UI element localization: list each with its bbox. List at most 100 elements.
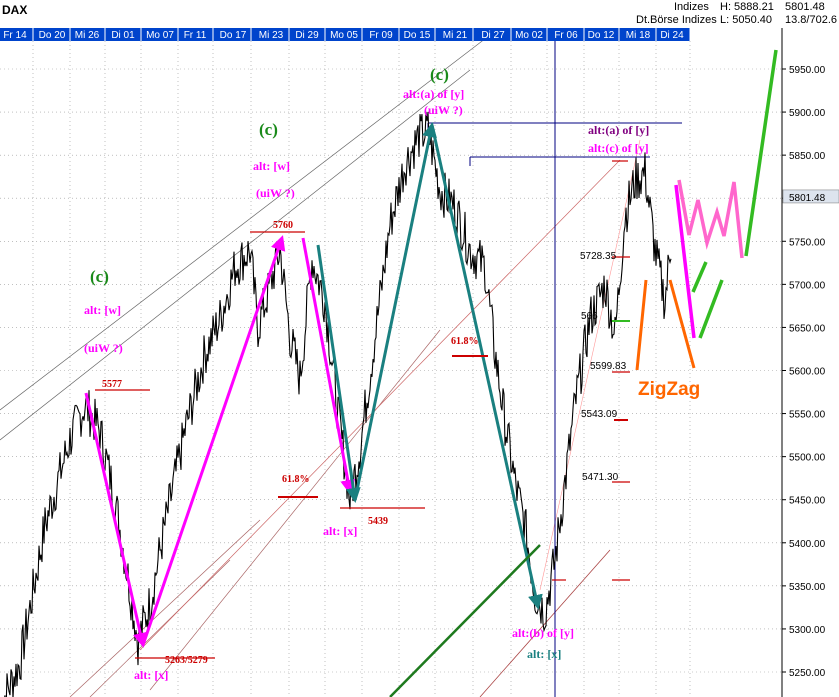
header-time: 13.8/702.6: [785, 14, 837, 26]
y-tick-label: 5250.00: [789, 668, 826, 679]
keypoint-label: 5263/5279: [165, 655, 208, 666]
forecast-orange: [668, 279, 696, 369]
label-alt-x-3: alt: [x]: [527, 647, 561, 661]
price-line: [4, 111, 672, 697]
header-high: H: 5888.21: [720, 1, 774, 13]
label-uiw-3: (uiW ?): [424, 103, 463, 117]
x-axis-bar: [0, 28, 690, 41]
label-uiw-2: (uiW ?): [256, 186, 295, 200]
x-tick-label: Mi 21: [443, 30, 468, 41]
x-tick-label: Di 29: [295, 30, 319, 41]
label-alt-b-y: alt:(b) of [y]: [512, 626, 574, 640]
x-tick-label: Do 17: [220, 30, 247, 41]
wave-arrow-magenta: [84, 392, 148, 648]
trend-line: [0, 69, 471, 441]
y-tick-label: 5950.00: [789, 65, 826, 76]
y-tick-label: 5500.00: [789, 453, 826, 464]
last-price-box: [782, 189, 839, 204]
label-alt-w-2: alt: [w]: [253, 159, 290, 173]
price-series: [4, 111, 672, 697]
forecast-green: [744, 49, 778, 257]
wave-arrow-teal: [316, 244, 361, 503]
header-last: 5801.48: [785, 1, 825, 13]
y-tick-label: 5700.00: [789, 280, 826, 291]
x-tick-label: Fr 14: [3, 30, 27, 41]
trend-line: [139, 159, 621, 651]
y-tick-label: 5450.00: [789, 496, 826, 507]
forecast-green: [691, 261, 708, 293]
trend-channels: [0, 34, 682, 697]
x-tick-label: Fr 06: [554, 30, 578, 41]
keypoint-label: 5471.30: [582, 472, 619, 483]
header-category-2: Dt.Börse Indizes: [636, 14, 717, 26]
x-tick-label: Di 01: [111, 30, 135, 41]
trend-line: [479, 549, 611, 697]
y-tick-label: 5300.00: [789, 625, 826, 636]
keypoint-label: 5599.83: [590, 361, 627, 372]
y-tick-label: 5350.00: [789, 582, 826, 593]
keypoint-label: 61.8%: [282, 474, 310, 485]
label-c-3: (c): [430, 65, 449, 84]
header-low: L: 5050.40: [720, 14, 772, 26]
x-tick-label: Do 12: [588, 30, 615, 41]
wave-arrow-magenta: [141, 235, 286, 646]
x-tick-label: Mo 05: [330, 30, 358, 41]
wave-arrows: [84, 49, 778, 697]
trend-line: [149, 329, 441, 691]
chart-title: DAX: [2, 3, 28, 17]
label-alt-a-y-2: alt:(a) of [y]: [588, 123, 649, 137]
label-zigzag: ZigZag: [638, 379, 700, 400]
y-tick-label: 5750.00: [789, 237, 826, 248]
x-tick-label: Mi 23: [259, 30, 284, 41]
x-tick-label: Do 15: [404, 30, 431, 41]
x-tick-label: Fr 11: [184, 30, 207, 41]
wave-arrow-teal: [353, 122, 437, 501]
label-alt-w-1: alt: [w]: [84, 303, 121, 317]
level-markers: [95, 160, 630, 659]
x-axis: Fr 14 Do 20 Mi 26 Di 01 Mo 07 Fr 11 Do 17 Mi 23…: [0, 28, 691, 41]
label-c-2: (c): [259, 120, 278, 139]
keypoint-label: 5760: [273, 220, 293, 231]
label-alt-x-2: alt: [x]: [323, 524, 357, 538]
header-info: Indizes Dt.Börse Indizes H: 5888.21 L: 5…: [636, 0, 839, 26]
y-tick-label: 5900.00: [789, 108, 826, 119]
trend-line: [0, 34, 491, 411]
annotation-labels: (c) alt: [w] (uiW ?) (c) alt: [w] (uiW ?) (c) a…: [84, 65, 700, 682]
x-tick-label: Fr 09: [369, 30, 393, 41]
last-price-label: 5801.48: [789, 193, 826, 204]
x-tick-label: Mo 07: [146, 30, 174, 41]
x-tick-label: Mi 18: [626, 30, 651, 41]
x-tick-label: Di 27: [481, 30, 505, 41]
forecast-green: [698, 279, 724, 339]
keypoint-label: 566: [581, 311, 598, 322]
label-alt-a-y: alt:(a) of [y]: [403, 87, 464, 101]
y-tick-label: 5850.00: [789, 151, 826, 162]
x-tick-label: Mo 02: [515, 30, 543, 41]
label-c-1: (c): [90, 267, 109, 286]
projection-green-dark: [389, 544, 541, 697]
trend-line: [89, 559, 231, 697]
keypoint-label: 5728.35: [580, 251, 617, 262]
keypoint-label: 5439: [368, 516, 388, 527]
wave-arrow-teal: [430, 124, 543, 610]
label-alt-x-1: alt: [x]: [134, 668, 168, 682]
forecast-magenta: [674, 184, 696, 339]
y-axis: 5250.00 5300.00 5350.00 5400.00 5450.00 5500.…: [781, 28, 839, 697]
y-tick-label: 5600.00: [789, 367, 826, 378]
label-uiw-1: (uiW ?): [84, 341, 123, 355]
header-category-1: Indizes: [674, 1, 709, 13]
forecast-pink: [677, 179, 744, 259]
x-tick-label: Do 20: [39, 30, 66, 41]
trend-line: [69, 519, 261, 697]
y-tick-label: 5650.00: [789, 323, 826, 334]
grid: [0, 41, 782, 697]
keypoint-label: 5577: [102, 379, 122, 390]
keypoint-label: 5543.09: [581, 409, 618, 420]
trend-line: [539, 139, 641, 591]
label-alt-c-y: alt:(c) of [y]: [588, 141, 649, 155]
wave-arrow-magenta: [301, 237, 356, 495]
keypoint-label: 61.8%: [451, 336, 479, 347]
forecast-orange: [635, 279, 648, 371]
y-tick-label: 5550.00: [789, 410, 826, 421]
